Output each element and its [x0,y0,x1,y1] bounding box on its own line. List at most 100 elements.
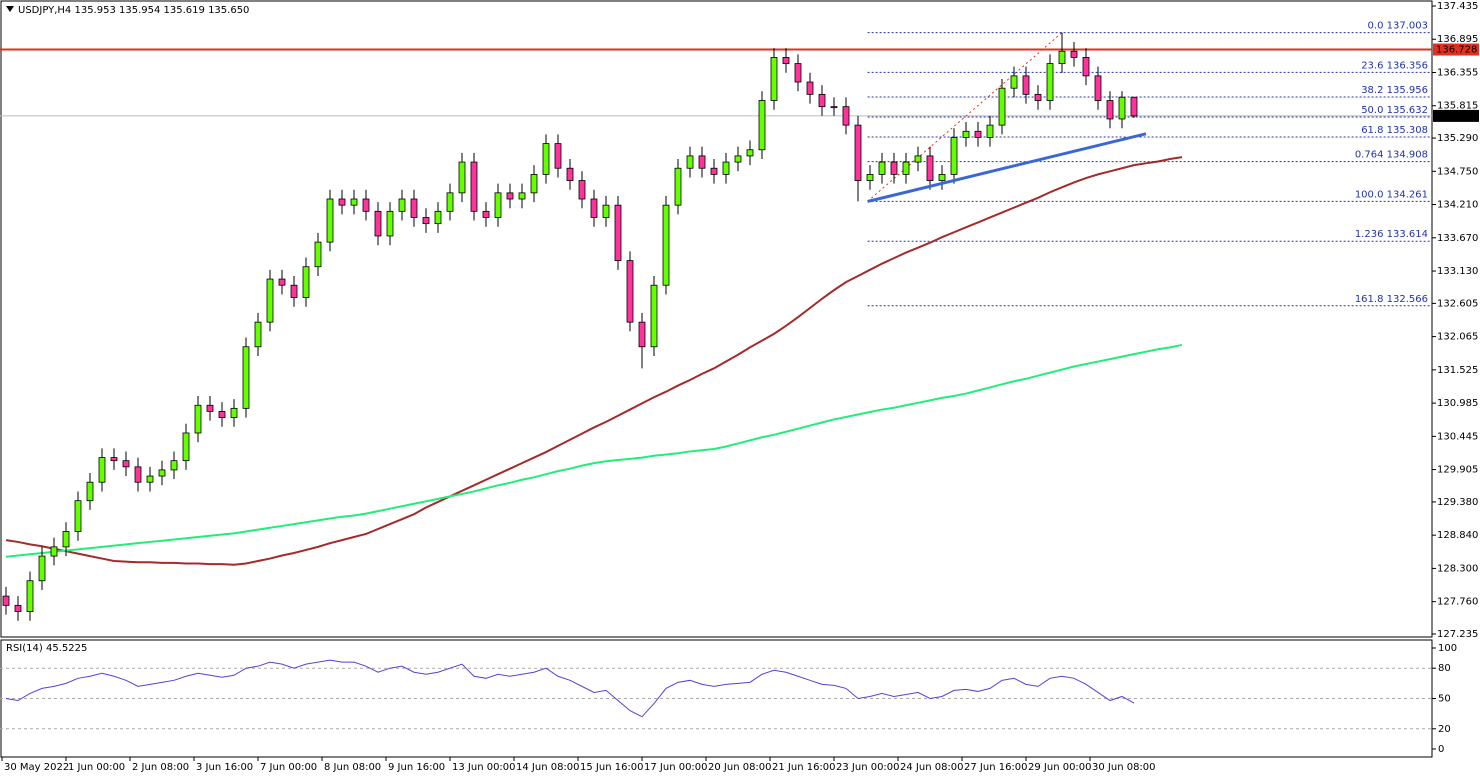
candle-body [434,210,442,225]
y-tick-label: 127.760 [1437,597,1478,608]
x-tick-label: 23 Jun 00:00 [836,762,900,773]
candle-body [110,457,118,462]
fib-label: 0.764 134.908 [1355,150,1428,161]
candle-body [878,161,886,175]
fib-level-text: 0.764 [1355,150,1384,161]
rsi-line [5,659,1135,718]
candle-body [1058,50,1066,64]
candle-body [506,192,514,200]
header-icon [6,6,14,12]
x-tick-label: 27 Jun 16:00 [964,762,1028,773]
candle-body [326,198,334,243]
candle-body [26,580,34,612]
candle-body [998,87,1006,126]
fib-price-text: 133.614 [1387,229,1428,240]
resistance-label-box [1433,43,1479,56]
y-tick-label: 134.210 [1437,200,1478,211]
candle-body [674,167,682,206]
candle-body [794,63,802,83]
x-tick-label: 21 Jun 16:00 [772,762,836,773]
fib-level-text: 161.8 [1355,294,1384,305]
y-tick-label: 136.355 [1437,67,1478,78]
candle-body [458,161,466,194]
fib-price-text: 134.261 [1387,189,1428,200]
fib-level-text: 50.0 [1361,105,1383,116]
fib-label: 0.0 137.003 [1368,21,1428,32]
candle-body [722,161,730,175]
y-tick-label: 128.300 [1437,563,1478,574]
candle-body [266,278,274,323]
candle-body [1070,50,1078,58]
candle-body [926,155,934,181]
candle-body [290,284,298,298]
candle-body [530,173,538,194]
fib-price-text: 137.003 [1387,21,1428,32]
candle-body [386,210,394,237]
header: USDJPY,H4 135.953 135.954 135.619 135.65… [18,5,249,16]
candle-body [1034,93,1042,101]
candle-body [854,124,862,181]
candle-body [842,106,850,126]
candle-body [494,192,502,218]
candle-body [1106,100,1114,120]
fib-label: 38.2 135.956 [1361,85,1428,96]
candle-body [278,278,286,286]
candle-body [50,546,58,557]
x-tick-label: 24 Jun 08:00 [900,762,964,773]
candle-body [902,161,910,175]
candle-body [482,210,490,218]
x-tick-label: 30 Jun 08:00 [1092,762,1156,773]
candle-body [1094,75,1102,101]
rsi-title: RSI(14) 45.5225 [6,643,87,654]
candle-body [974,130,982,138]
rsi-tick-label: 80 [1438,663,1451,674]
x-tick-label: 9 Jun 16:00 [388,762,445,773]
candle-body [578,180,586,200]
y-tick-label: 132.605 [1437,298,1478,309]
y-tick-label: 130.985 [1437,398,1478,409]
candle-body [962,130,970,138]
candle-body [122,460,130,468]
candle-body [806,81,814,95]
candle-body [374,210,382,237]
rsi-tick-label: 0 [1438,744,1444,755]
candle-body [1022,75,1030,95]
fib-level-text: 100.0 [1355,189,1384,200]
fib-level-text: 61.8 [1361,125,1383,136]
x-tick-label: 8 Jun 08:00 [324,762,381,773]
moving-average [5,343,1183,558]
candle-body [614,204,622,261]
candle-body [86,481,94,502]
y-tick-label: 133.130 [1437,266,1478,277]
x-tick-label: 29 Jun 00:00 [1028,762,1092,773]
fib-level-text: 0.0 [1368,21,1384,32]
y-tick-label: 130.445 [1437,431,1478,442]
x-tick-label: 3 Jun 16:00 [196,762,253,773]
candle-body [14,604,22,612]
fib-label: 61.8 135.308 [1361,125,1428,136]
y-tick-label: 132.065 [1437,332,1478,343]
candle-body [1010,75,1018,89]
candle-body [950,137,958,175]
y-tick-label: 137.435 [1437,1,1478,12]
candle-body [938,173,946,181]
resistance-label: 136.728 [1436,45,1477,56]
x-tick-label: 1 Jun 00:00 [68,762,125,773]
candle-body [470,161,478,212]
rsi-tick-label: 100 [1438,643,1457,654]
candle-body [1118,96,1126,120]
candle-body [818,93,826,108]
candle-body [734,155,742,163]
candle-body [134,466,142,483]
fib-price-text: 136.356 [1387,60,1428,71]
candle-body [518,192,526,200]
candle-body [662,204,670,286]
candle-body [554,143,562,169]
candle-body [98,457,106,483]
candle-body [254,321,262,348]
fib-price-text: 135.308 [1387,125,1428,136]
candle-body [446,192,454,212]
candle-body [230,407,238,418]
fib-level-text: 1.236 [1355,229,1384,240]
